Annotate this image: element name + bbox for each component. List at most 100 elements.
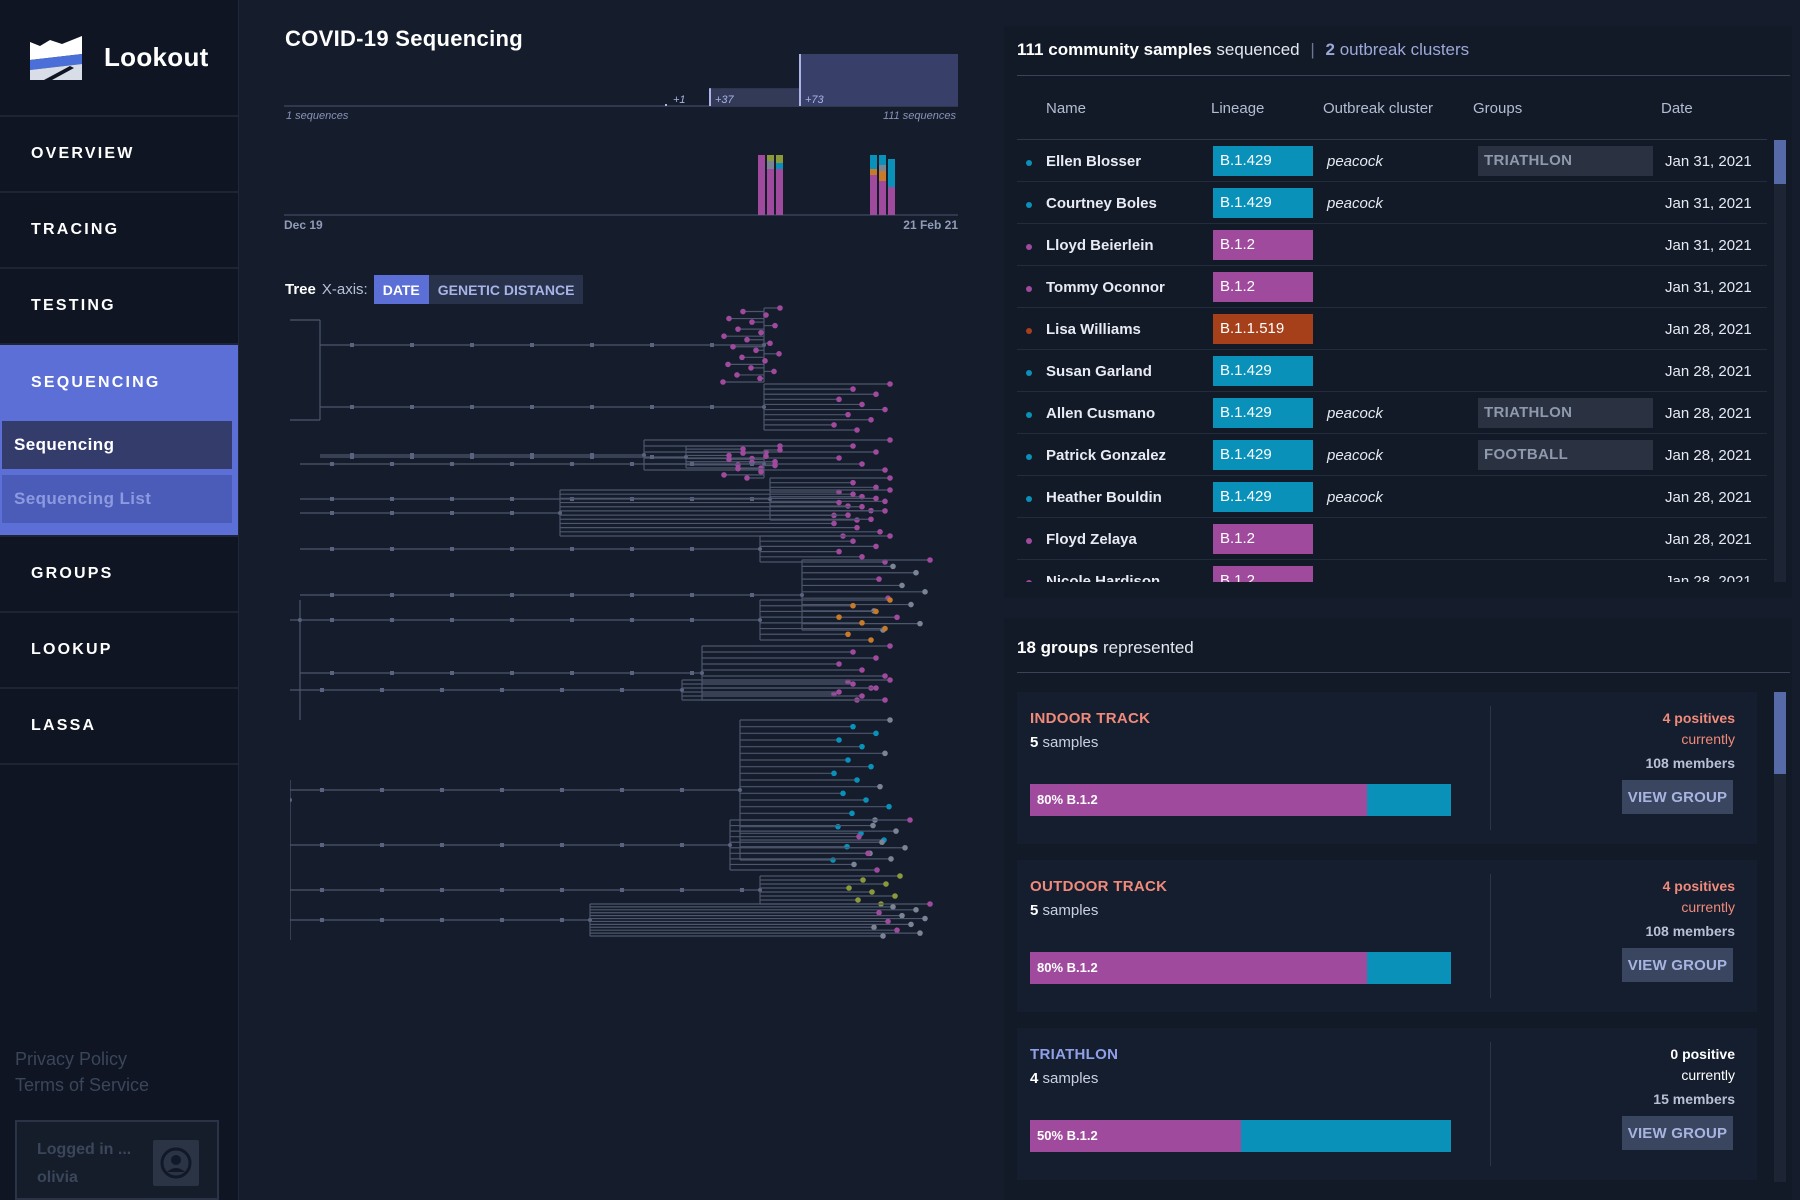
tree-tip[interactable] [763,449,769,456]
table-row[interactable]: Ellen Blosser B.1.429 peacock TRIATHLON Jan … [1017,140,1767,182]
tree-tip[interactable] [836,614,842,620]
outbreak-cluster[interactable]: peacock [1327,153,1383,170]
tree-tip[interactable] [854,524,860,531]
tree-tip[interactable] [902,844,908,851]
tree-tip[interactable] [868,763,874,770]
terms-of-service-link[interactable]: Terms of Service [15,1075,150,1095]
tree-tip[interactable] [887,475,893,481]
tree-tip[interactable] [726,452,732,459]
tree-tip[interactable] [726,315,732,322]
tree-tip[interactable] [836,548,842,555]
tree-tip[interactable] [845,411,851,418]
tree-tip[interactable] [877,783,883,790]
tree-tip[interactable] [850,681,856,687]
tree-tip[interactable] [740,308,746,315]
tree-tip[interactable] [882,673,888,679]
nav-tracing[interactable]: TRACING [0,193,238,269]
tree-tip[interactable] [859,461,865,467]
sample-name[interactable]: Patrick Gonzalez [1046,447,1167,464]
tree-tip[interactable] [850,443,856,449]
group-name[interactable]: TRIATHLON [1030,1046,1119,1063]
tree-tip[interactable] [885,918,891,925]
tree-tip[interactable] [859,693,865,699]
tree-tip[interactable] [763,312,769,318]
tree-tip[interactable] [913,569,919,576]
tree-tip[interactable] [876,909,882,916]
xaxis-date-button[interactable]: DATE [373,275,429,304]
outbreak-cluster[interactable]: peacock [1327,195,1383,212]
tree-tip[interactable] [888,856,894,862]
col-outbreak-cluster[interactable]: Outbreak cluster [1323,100,1434,117]
tree-tip[interactable] [772,322,778,329]
tree-tip[interactable] [735,326,741,332]
outbreak-cluster[interactable]: peacock [1327,489,1383,506]
table-row[interactable]: Susan Garland B.1.429 Jan 28, 2021 [1017,350,1767,392]
col-groups[interactable]: Groups [1473,100,1523,117]
tree-tip[interactable] [835,823,841,830]
tree-tip[interactable] [893,828,899,834]
tree-tip[interactable] [836,455,842,461]
table-row[interactable]: Nicole Hardison B.1.2 Jan 28, 2021 [1017,560,1767,582]
tree-tip[interactable] [859,401,865,408]
groups-scroll-thumb[interactable] [1774,692,1786,774]
tree-tip[interactable] [854,777,860,783]
group-name[interactable]: OUTDOOR TRACK [1030,878,1168,895]
table-row[interactable]: Heather Bouldin B.1.429 peacock Jan 28, 202… [1017,476,1767,518]
group-badge[interactable]: TRIATHLON [1478,146,1653,176]
tree-tip[interactable] [836,737,842,743]
tree-tip[interactable] [726,456,732,463]
tree-tip[interactable] [871,924,877,931]
tree-tip[interactable] [748,365,754,371]
tree-tip[interactable] [850,491,856,497]
tree-tip[interactable] [908,921,914,928]
table-scrollbar[interactable] [1774,140,1786,582]
tree-tip[interactable] [777,305,783,311]
outbreak-cluster[interactable]: peacock [1327,447,1383,464]
sample-name[interactable]: Floyd Zelaya [1046,531,1137,548]
tree-tip[interactable] [882,559,888,565]
nav-groups[interactable]: GROUPS [0,537,238,613]
tree-tip[interactable] [927,901,933,907]
tree-tip[interactable] [887,643,893,649]
tree-tip[interactable] [830,857,836,863]
tree-tip[interactable] [897,873,903,879]
tree-tip[interactable] [887,717,893,723]
tree-tip[interactable] [854,427,860,433]
tree-tip[interactable] [869,889,875,895]
table-scroll-thumb[interactable] [1774,140,1786,184]
tree-tip[interactable] [917,930,923,936]
user-menu[interactable]: Logged in ... olivia [15,1120,219,1200]
table-row[interactable]: Floyd Zelaya B.1.2 Jan 28, 2021 [1017,518,1767,560]
group-badge[interactable]: TRIATHLON [1478,398,1653,428]
nav-testing[interactable]: TESTING [0,269,238,345]
tree-tip[interactable] [771,368,777,375]
tree-tip[interactable] [836,661,842,667]
tree-tip[interactable] [744,475,750,481]
tree-tip[interactable] [922,589,928,595]
tree-tip[interactable] [758,468,764,475]
tree-tip[interactable] [850,386,856,392]
tree-tip[interactable] [890,563,896,570]
tree-tip[interactable] [886,803,892,810]
col-name[interactable]: Name [1046,100,1087,117]
tree-tip[interactable] [882,625,888,632]
tree-tip[interactable] [882,467,888,473]
sample-name[interactable]: Ellen Blosser [1046,153,1142,170]
tree-tip[interactable] [836,489,842,495]
table-row[interactable]: Courtney Boles B.1.429 peacock Jan 31, 2021 [1017,182,1767,224]
tree-tip[interactable] [749,455,755,462]
tree-tip[interactable] [908,601,914,608]
tree-tip[interactable] [883,881,889,887]
tree-tip[interactable] [739,354,745,361]
tree-tip[interactable] [859,743,865,750]
outbreak-cluster[interactable]: peacock [1327,405,1383,422]
tree-tip[interactable] [831,422,837,428]
tree-tip[interactable] [725,361,731,368]
tree-tip[interactable] [850,649,856,655]
table-row[interactable]: Lloyd Beierlein B.1.2 Jan 31, 2021 [1017,224,1767,266]
tree-tip[interactable] [840,790,846,797]
sample-name[interactable]: Lloyd Beierlein [1046,237,1154,254]
tree-tip[interactable] [894,614,900,621]
tree-tip[interactable] [887,437,893,443]
tree-tip[interactable] [836,396,842,403]
